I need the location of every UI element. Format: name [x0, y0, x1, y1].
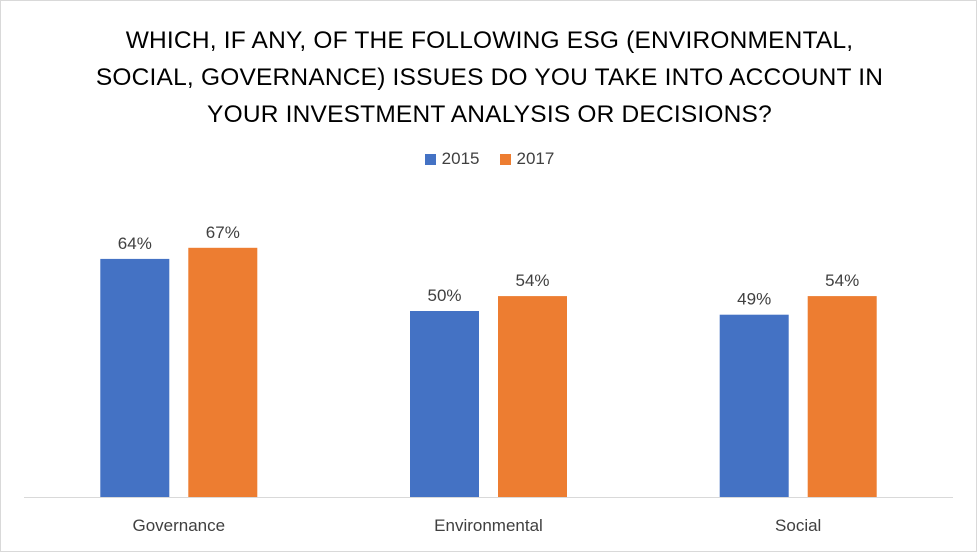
legend-swatch-2017: [499, 153, 511, 165]
chart-legend: 2015 2017: [1, 149, 977, 169]
legend-item-2017: 2017: [499, 149, 555, 169]
data-label-2017-social: 54%: [825, 271, 859, 290]
chart-title-line-1: WHICH, IF ANY, OF THE FOLLOWING ESG (ENV…: [125, 27, 854, 54]
legend-swatch-2015: [424, 153, 436, 165]
x-tick-label-environmental: Environmental: [434, 516, 543, 535]
bar-2015-social: [719, 314, 789, 497]
chart-title: WHICH, IF ANY, OF THE FOLLOWING ESG (ENV…: [41, 22, 938, 133]
x-tick-label-governance: Governance: [132, 516, 225, 535]
data-label-2015-governance: 64%: [118, 234, 152, 253]
legend-label-2017: 2017: [516, 149, 555, 168]
bar-2015-environmental: [410, 311, 479, 497]
data-label-2017-governance: 67%: [206, 223, 240, 242]
legend-item-2015: 2015: [424, 149, 480, 169]
bar-2017-environmental: [498, 296, 567, 497]
data-label-2015-social: 49%: [737, 290, 771, 309]
legend-label-2015: 2015: [441, 149, 480, 168]
chart-title-line-3: YOUR INVESTMENT ANALYSIS OR DECISIONS?: [207, 101, 772, 128]
bar-2017-governance: [188, 247, 258, 497]
bar-2015-governance: [100, 258, 170, 497]
chart-title-line-2: SOCIAL, GOVERNANCE) ISSUES DO YOU TAKE I…: [95, 64, 884, 91]
data-label-2017-environmental: 54%: [515, 271, 549, 290]
x-tick-label-social: Social: [775, 516, 821, 535]
data-label-2015-environmental: 50%: [427, 286, 461, 305]
bar-2017-social: [807, 296, 877, 497]
